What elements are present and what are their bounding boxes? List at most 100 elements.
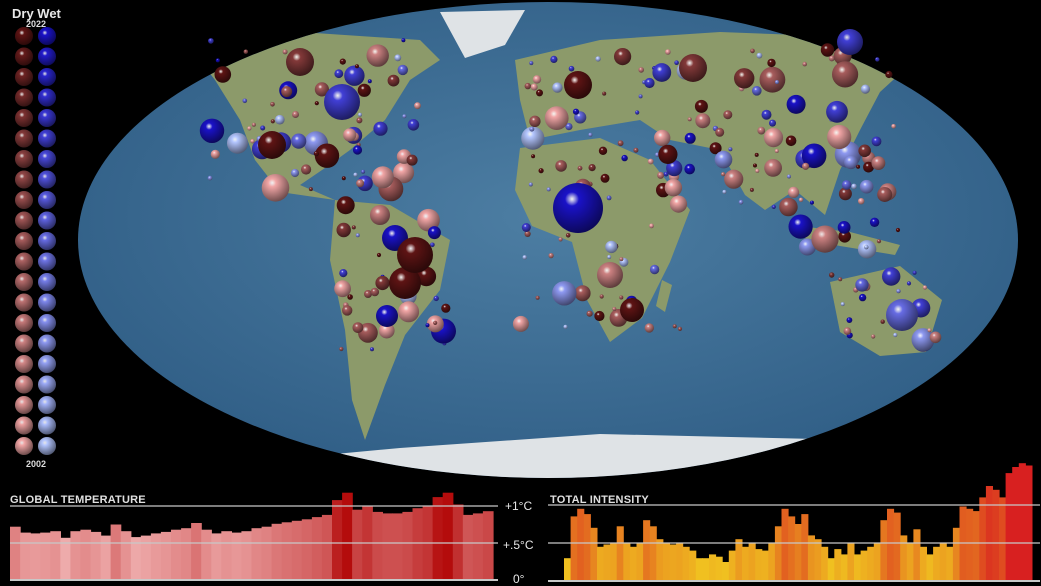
dry-bubble	[341, 176, 346, 181]
dry-bubble	[364, 290, 372, 298]
dry-bubble	[764, 159, 782, 177]
dry-bubble	[336, 196, 355, 215]
dry-bubble	[838, 277, 843, 282]
legend-dry-sphere	[15, 314, 33, 332]
temperature-bar	[231, 532, 243, 580]
legend-dry-sphere	[15, 437, 33, 455]
temperature-bar	[372, 511, 383, 580]
intensity-bar	[702, 558, 710, 581]
dry-bubble	[378, 322, 395, 339]
temperature-bar	[342, 492, 353, 580]
dry-bubble	[798, 197, 804, 202]
dry-bubble	[417, 208, 440, 232]
legend-dry-sphere	[15, 27, 33, 45]
wet-bubble	[871, 136, 882, 147]
temperature-bar	[100, 535, 112, 580]
dry-bubble	[339, 58, 346, 65]
wet-bubble	[344, 65, 365, 86]
dry-bubble	[524, 82, 531, 90]
dry-bubble	[356, 179, 365, 188]
wet-bubble	[227, 132, 248, 154]
intensity-bar	[913, 529, 921, 581]
temperature-bar	[352, 509, 363, 580]
legend-title: Dry Wet	[12, 6, 61, 21]
dry-bubble	[441, 303, 451, 313]
dry-bubble	[250, 139, 255, 144]
legend-wet-sphere	[38, 273, 56, 291]
legend-dry-sphere	[15, 293, 33, 312]
temperature-bar	[150, 533, 162, 580]
wet-bubble	[644, 77, 655, 89]
dry-bubble	[343, 128, 357, 142]
dry-bubble	[612, 307, 617, 311]
wet-bubble	[402, 114, 407, 119]
wet-bubble	[771, 204, 776, 209]
intensity-bar	[583, 514, 591, 581]
wet-bubble	[663, 171, 669, 177]
wet-bubble	[529, 61, 534, 66]
dry-bubble	[357, 83, 371, 97]
wet-bubble	[864, 244, 869, 250]
bubble-layer	[199, 29, 942, 352]
wet-bubble	[563, 324, 568, 329]
dry-bubble	[876, 239, 882, 244]
legend-dry-sphere	[15, 252, 33, 271]
wet-bubble	[869, 217, 880, 227]
wet-bubble	[352, 145, 363, 155]
wet-bubble	[427, 226, 441, 240]
dry-bubble	[270, 102, 275, 107]
wet-bubble	[552, 281, 577, 306]
legend-wet-sphere	[38, 88, 56, 107]
dry-bubble	[532, 75, 542, 84]
temperature-bar	[382, 513, 393, 580]
wet-bubble	[358, 112, 362, 117]
wet-bubble	[208, 38, 214, 44]
temperature-bar	[110, 524, 122, 580]
dry-bubble	[512, 315, 529, 332]
wet-bubble	[912, 270, 917, 275]
dry-bubble	[597, 262, 623, 288]
dry-bubble	[757, 126, 766, 135]
intensity-bar	[662, 543, 670, 581]
dry-bubble	[774, 149, 779, 153]
wet-bubble	[714, 150, 733, 169]
dry-bubble	[292, 111, 299, 118]
dry-bubble	[366, 44, 389, 67]
dry-bubble	[375, 275, 390, 291]
dry-bubble	[598, 146, 608, 155]
dry-bubble	[286, 48, 314, 76]
dry-bubble	[214, 66, 232, 83]
dry-bubble	[530, 83, 538, 91]
intensity-bar	[715, 556, 723, 581]
wet-bubble	[674, 60, 679, 65]
dry-bubble	[750, 48, 755, 54]
wet-bubble	[882, 267, 901, 286]
dry-bubble	[895, 227, 901, 233]
intensity-bar	[689, 550, 697, 581]
dry-bubble	[828, 55, 835, 62]
dry-bubble	[749, 187, 754, 192]
intensity-bar	[564, 558, 572, 581]
dry-bubble	[370, 205, 390, 225]
wet-bubble	[844, 155, 858, 170]
legend-dry-sphere	[15, 396, 33, 414]
dry-bubble	[334, 280, 351, 298]
wet-bubble	[522, 255, 527, 260]
intensity-bar	[906, 543, 914, 581]
wet-bubble	[552, 82, 563, 93]
wet-bubble	[430, 242, 435, 248]
dry-bubble	[270, 119, 275, 124]
wet-bubble	[242, 98, 248, 104]
dry-bubble	[574, 285, 591, 302]
intensity-bar	[669, 544, 677, 581]
intensity-bar	[649, 526, 657, 581]
wet-bubble	[199, 118, 225, 143]
wet-bubble	[840, 302, 845, 307]
dry-bubble	[843, 327, 852, 335]
legend-wet-sphere	[38, 211, 56, 230]
world-map	[78, 2, 1018, 478]
legend-wet-sphere	[38, 293, 56, 312]
dry-bubble	[524, 230, 531, 237]
intensity-bar	[821, 546, 829, 581]
wet-bubble	[810, 200, 814, 205]
